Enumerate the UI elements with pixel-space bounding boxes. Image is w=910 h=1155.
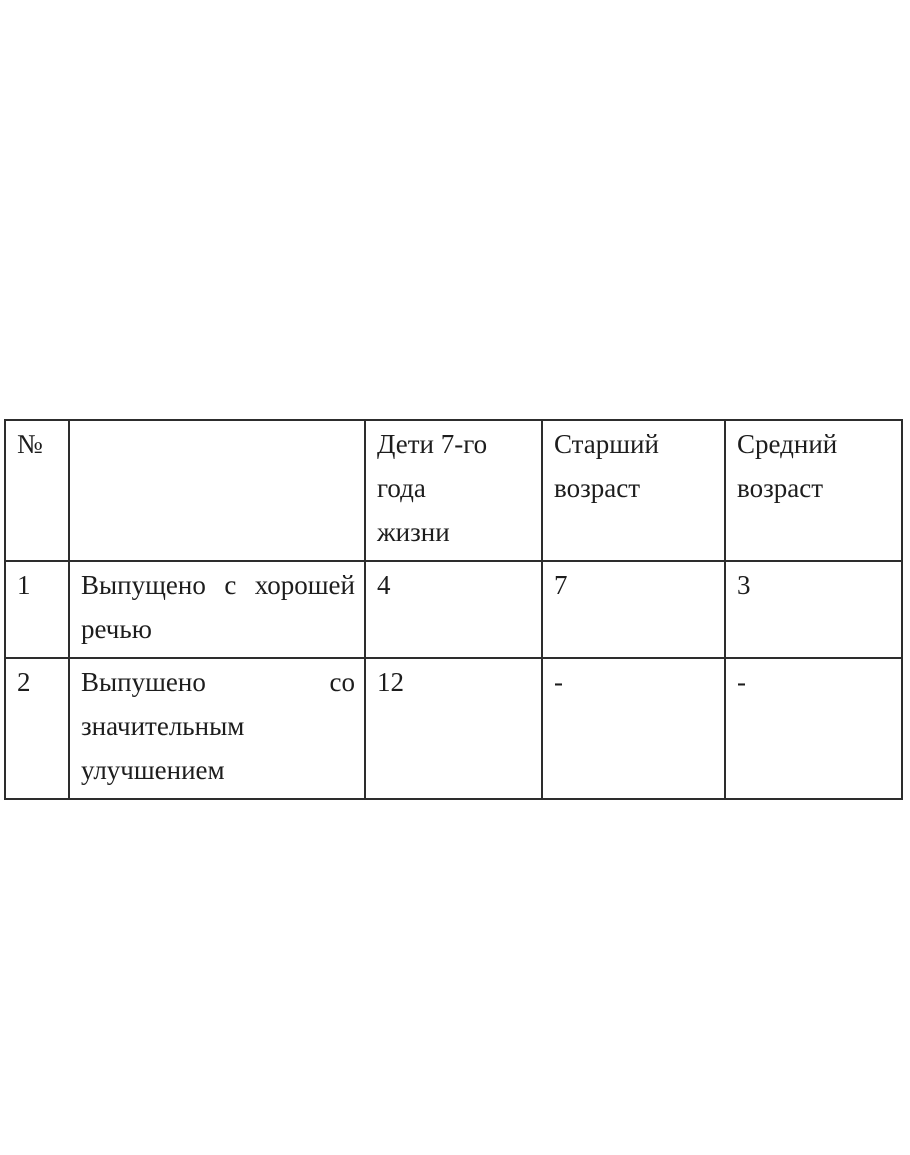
col-header-category — [68, 419, 366, 562]
table-body: 1 Выпущено с хорошей речью 4 7 3 2 Выпушено со… — [4, 560, 903, 800]
cell-children-7th-year: 4 — [364, 560, 543, 659]
cell-category: Выпущено с хорошей речью — [68, 560, 366, 659]
col-header-number: № — [4, 419, 70, 562]
table-header-row: № Дети 7-го года жизни Старший возраст Сред… — [4, 419, 903, 562]
cell-category: Выпушено со значительным улучшением — [68, 657, 366, 800]
cell-number: 2 — [4, 657, 70, 800]
cell-senior-age: 7 — [541, 560, 726, 659]
col-header-middle-age: Средний возраст — [724, 419, 903, 562]
cell-children-7th-year: 12 — [364, 657, 543, 800]
cell-senior-age: - — [541, 657, 726, 800]
table-row: 1 Выпущено с хорошей речью 4 7 3 — [4, 560, 903, 659]
cell-number: 1 — [4, 560, 70, 659]
cell-middle-age: - — [724, 657, 903, 800]
col-header-senior-age: Старший возраст — [541, 419, 726, 562]
table-row: 2 Выпушено со значительным улучшением 12- - — [4, 657, 903, 800]
cell-middle-age: 3 — [724, 560, 903, 659]
speech-outcomes-table: № Дети 7-го года жизни Старший возраст Сред… — [4, 419, 903, 800]
col-header-children-7th-year: Дети 7-го года жизни — [364, 419, 543, 562]
